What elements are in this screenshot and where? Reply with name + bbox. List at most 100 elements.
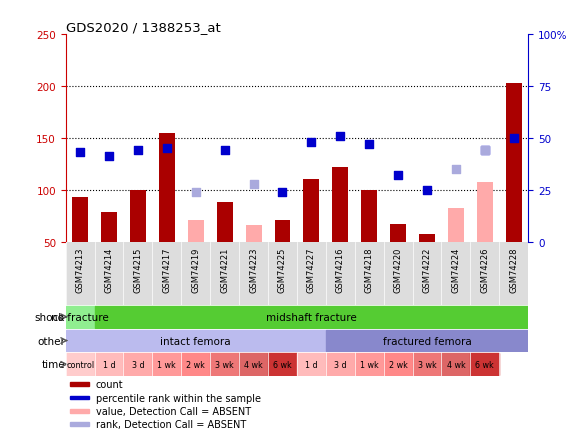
Bar [182,242,210,305]
Text: GSM74220: GSM74220 [393,247,403,293]
Bar [123,354,152,375]
Text: 1 wk: 1 wk [158,360,176,369]
Text: other: other [37,336,65,346]
Text: intact femora: intact femora [160,336,231,346]
Bar [95,242,123,305]
Bar [441,354,471,375]
Text: GSM74216: GSM74216 [336,247,345,293]
Bar [303,180,319,242]
Bar [72,197,88,242]
Text: GSM74218: GSM74218 [365,247,373,293]
Bar [217,203,232,242]
Bar [506,83,522,242]
Bar [152,354,182,375]
Point [191,189,200,196]
Bar [95,354,123,375]
Bar [66,330,326,352]
Text: percentile rank within the sample: percentile rank within the sample [96,393,261,403]
Text: GSM74227: GSM74227 [307,247,316,293]
Text: GSM74215: GSM74215 [134,247,142,293]
Bar [239,242,268,305]
Point [480,148,489,155]
Bar [361,191,377,242]
Text: 3 d: 3 d [132,360,144,369]
Text: GSM74225: GSM74225 [278,247,287,293]
Text: GSM74228: GSM74228 [509,247,518,293]
Text: GSM74217: GSM74217 [162,247,171,293]
Text: GDS2020 / 1388253_at: GDS2020 / 1388253_at [66,20,220,33]
Point [307,139,316,146]
Point [75,149,85,156]
Bar [130,191,146,242]
Point [162,145,171,152]
Text: GSM74214: GSM74214 [104,247,114,293]
Text: 4 wk: 4 wk [244,360,263,369]
Bar [297,242,326,305]
Bar [477,183,493,242]
Text: 6 wk: 6 wk [273,360,292,369]
Text: GSM74224: GSM74224 [452,247,460,293]
Bar [332,168,348,242]
Bar [448,209,464,242]
Bar [66,354,95,375]
Text: control: control [66,360,94,369]
Text: time: time [42,359,65,369]
Bar [152,242,182,305]
Point [249,181,258,187]
Bar [70,409,89,413]
Text: GSM74223: GSM74223 [249,247,258,293]
Point [336,133,345,140]
Text: shock: shock [35,312,65,322]
Text: 1 d: 1 d [103,360,115,369]
Text: 6 wk: 6 wk [476,360,494,369]
Text: 3 wk: 3 wk [215,360,234,369]
Point [365,141,374,148]
Point [509,135,518,142]
Text: 1 wk: 1 wk [360,360,379,369]
Point [134,148,143,155]
Point [104,154,114,161]
Bar [471,242,499,305]
Point [423,187,432,194]
Text: GSM74219: GSM74219 [191,247,200,293]
Bar [326,242,355,305]
Text: count: count [96,379,123,389]
Bar [268,242,297,305]
Text: 2 wk: 2 wk [186,360,205,369]
Bar [66,242,95,305]
Bar [441,242,471,305]
Point [393,172,403,179]
Bar [210,354,239,375]
Bar [326,330,528,352]
Bar [123,242,152,305]
Text: rank, Detection Call = ABSENT: rank, Detection Call = ABSENT [96,419,246,429]
Bar [297,354,326,375]
Bar [390,224,406,242]
Point [480,148,489,155]
Bar [182,354,210,375]
Text: GSM74222: GSM74222 [423,247,432,293]
Text: no fracture: no fracture [51,312,109,322]
Text: 4 wk: 4 wk [447,360,465,369]
Bar [355,242,384,305]
Bar [188,220,204,242]
Text: 1 d: 1 d [305,360,317,369]
Bar [70,396,89,400]
Bar [159,133,175,242]
Text: value, Detection Call = ABSENT: value, Detection Call = ABSENT [96,406,251,416]
Text: 3 wk: 3 wk [417,360,436,369]
Text: midshaft fracture: midshaft fracture [266,312,357,322]
Bar [70,382,89,386]
Bar [384,354,413,375]
Bar [70,422,89,426]
Text: 2 wk: 2 wk [389,360,408,369]
Bar [384,242,413,305]
Bar [413,354,441,375]
Bar [326,354,355,375]
Point [220,148,229,155]
Text: GSM74226: GSM74226 [480,247,489,293]
Text: fractured femora: fractured femora [383,336,472,346]
Bar [239,354,268,375]
Bar [210,242,239,305]
Bar [355,354,384,375]
